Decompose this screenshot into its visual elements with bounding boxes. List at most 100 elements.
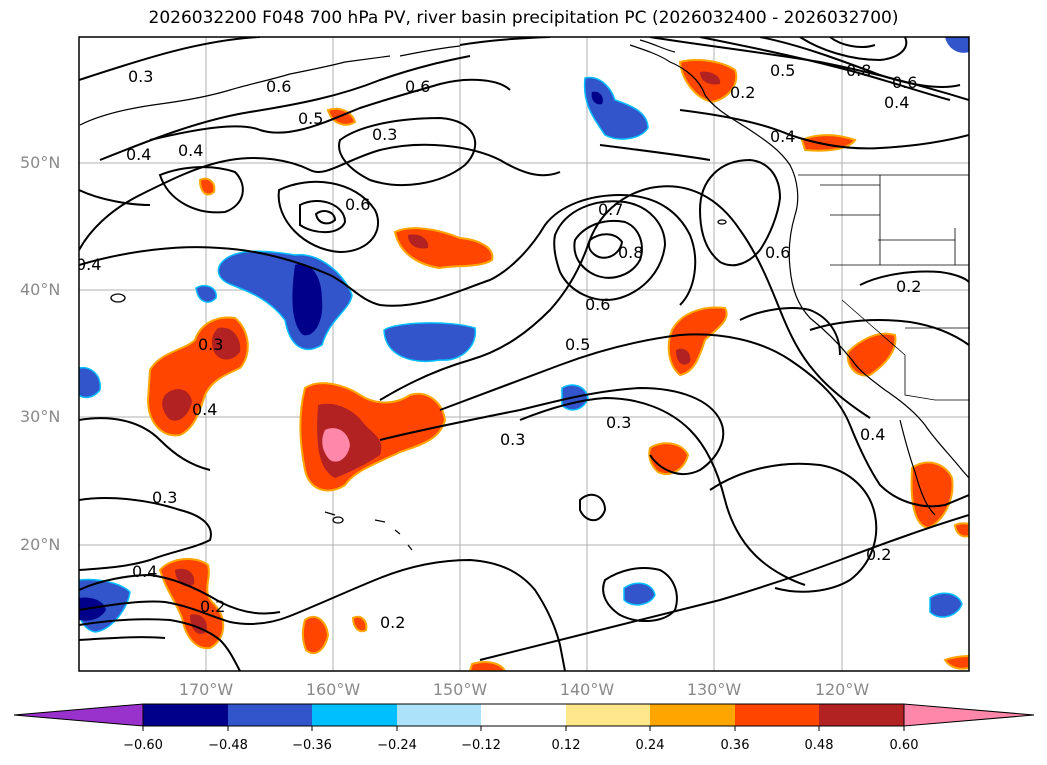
colorbar-tick-label: 0.12 xyxy=(551,738,581,753)
contour-label: 0.3 xyxy=(152,488,177,507)
contour-label: 0.3 xyxy=(372,125,397,144)
contour-label: 0.4 xyxy=(192,400,217,419)
contour-label: 0.6 xyxy=(345,195,370,214)
contour-label: 0.2 xyxy=(380,613,405,632)
colorbar-bin xyxy=(650,704,735,726)
negative-anomaly xyxy=(383,322,477,362)
contour-label: 0.5 xyxy=(298,109,323,128)
negative-anomaly xyxy=(195,284,217,303)
contour-label: 0.6 xyxy=(765,243,790,262)
colorbar-bin xyxy=(735,704,819,726)
colorbar-bin xyxy=(397,704,481,726)
colorbar-tick-label: 0.60 xyxy=(889,738,919,753)
contour-label: 0.4 xyxy=(884,93,909,112)
contour-label: 0.3 xyxy=(128,67,153,86)
positive-anomaly xyxy=(322,428,350,462)
colorbar-tick-label: −0.12 xyxy=(461,738,501,753)
positive-anomaly xyxy=(667,306,728,377)
lon-label: 130°W xyxy=(686,680,742,699)
positive-anomaly xyxy=(953,522,969,538)
positive-anomaly xyxy=(910,461,954,530)
lon-label: 120°W xyxy=(814,680,870,699)
colorbar xyxy=(13,703,1035,731)
contour-label: 0.3 xyxy=(500,430,525,449)
contour-label: 0.4 xyxy=(860,425,885,444)
positive-anomaly xyxy=(162,389,192,421)
contour-label: 0.4 xyxy=(132,562,157,581)
negative-anomaly xyxy=(292,264,323,336)
contour-label: 0.3 xyxy=(198,335,223,354)
small-contour-loops xyxy=(110,219,727,524)
pv-contours xyxy=(79,37,969,671)
colorbar-tick-label: 0.24 xyxy=(635,738,665,753)
colorbar-extend-low xyxy=(13,703,144,727)
contour-label: 0.2 xyxy=(896,277,921,296)
positive-anomaly xyxy=(676,348,691,365)
lat-label: 50°N xyxy=(20,153,61,172)
lat-label: 20°N xyxy=(20,535,61,554)
positive-anomaly xyxy=(700,71,721,85)
colorbar-tick-label: −0.60 xyxy=(123,738,163,753)
positive-anomaly xyxy=(351,615,368,633)
coastlines xyxy=(79,39,969,551)
contour-label: 0.4 xyxy=(178,141,203,160)
contour-label: 0.2 xyxy=(200,597,225,616)
contour-label: 0.4 xyxy=(126,145,151,164)
colorbar-frame xyxy=(142,703,905,727)
contour-label: 0.6 xyxy=(585,295,610,314)
lon-label: 150°W xyxy=(432,680,488,699)
contour-label: 0.5 xyxy=(565,335,590,354)
colorbar-bin xyxy=(481,704,566,726)
positive-anomaly xyxy=(211,327,241,360)
positive-anomaly xyxy=(468,661,507,671)
contour-label: 0.3 xyxy=(606,413,631,432)
colorbar-tick-label: −0.36 xyxy=(292,738,332,753)
negative-anomaly xyxy=(945,37,969,53)
negative-anomaly xyxy=(79,366,101,399)
colorbar-bin xyxy=(143,704,228,726)
contour-label: 0.4 xyxy=(76,255,101,274)
negative-anomaly xyxy=(591,91,603,105)
positive-anomaly xyxy=(301,615,330,655)
plot-title: 2026032200 F048 700 hPa PV, river basin … xyxy=(148,8,899,28)
contour-label: 0.2 xyxy=(866,545,891,564)
colorbar-bin xyxy=(819,704,904,726)
contour-label: 0.8 xyxy=(618,243,643,262)
colorbar-bin xyxy=(228,704,312,726)
positive-anomaly xyxy=(648,442,690,475)
negative-anomaly xyxy=(583,76,649,140)
positive-anomaly xyxy=(943,654,969,670)
contour-label: 0.6 xyxy=(266,77,291,96)
map-panel: 0.3 0.6 0.6 0.5 0.3 0.4 0.4 0.5 0.8 0.6 … xyxy=(76,37,969,671)
lon-label: 170°W xyxy=(178,680,234,699)
colorbar-bin xyxy=(566,704,650,726)
negative-anomaly xyxy=(79,597,106,621)
negative-anomaly xyxy=(217,250,353,350)
colorbar-tick-label: −0.24 xyxy=(377,738,417,753)
positive-anomaly xyxy=(393,227,494,270)
positive-anomaly xyxy=(846,332,897,377)
positive-anomaly xyxy=(408,234,429,249)
negative-anomaly xyxy=(623,582,656,606)
contour-label: 0.6 xyxy=(892,73,917,92)
lon-label: 140°W xyxy=(559,680,615,699)
state-borders xyxy=(798,174,969,401)
lat-label: 40°N xyxy=(20,280,61,299)
contour-label: 0.5 xyxy=(770,61,795,80)
map-frame xyxy=(78,36,970,672)
contour-label: 0.8 xyxy=(846,61,871,80)
colorbar-tick-label: −0.48 xyxy=(208,738,248,753)
lon-label: 160°W xyxy=(305,680,361,699)
lat-label: 30°N xyxy=(20,407,61,426)
contour-labels: 0.3 0.6 0.6 0.5 0.3 0.4 0.4 0.5 0.8 0.6 … xyxy=(76,61,921,632)
colorbar-tick-label: 0.48 xyxy=(804,738,834,753)
colorbar-tick-label: 0.36 xyxy=(720,738,750,753)
contour-label: 0.6 xyxy=(405,77,430,96)
colorbar-bin xyxy=(312,704,397,726)
contour-label: 0.2 xyxy=(730,83,755,102)
negative-anomaly xyxy=(929,592,963,618)
contour-label: 0.7 xyxy=(598,200,623,219)
colorbar-extend-high xyxy=(903,703,1035,727)
positive-anomaly xyxy=(198,177,216,196)
